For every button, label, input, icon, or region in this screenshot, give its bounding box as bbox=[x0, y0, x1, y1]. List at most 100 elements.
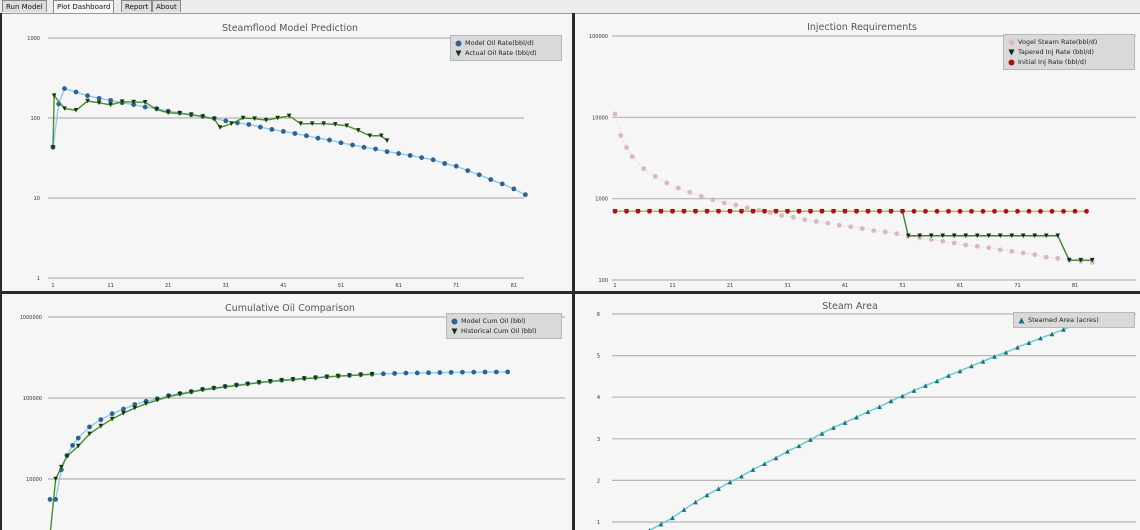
data-point bbox=[166, 394, 171, 399]
legend-entry: Initial Inj Rate (bbl/d) bbox=[1008, 57, 1130, 67]
legend-marker bbox=[451, 328, 458, 334]
data-point bbox=[946, 373, 951, 378]
y-tick-label: 1000 bbox=[595, 197, 608, 203]
series-line bbox=[649, 317, 1087, 530]
data-point bbox=[211, 386, 217, 391]
legend-marker bbox=[455, 50, 462, 56]
data-point bbox=[658, 521, 664, 527]
data-point bbox=[1026, 208, 1032, 214]
data-point bbox=[1015, 208, 1020, 214]
data-point bbox=[779, 213, 785, 218]
data-point bbox=[304, 133, 309, 139]
tab-about[interactable]: About bbox=[152, 0, 181, 12]
data-point bbox=[888, 208, 894, 214]
data-point bbox=[53, 476, 58, 482]
data-point bbox=[900, 393, 905, 399]
data-point bbox=[471, 369, 477, 375]
x-tick-label: 51 bbox=[899, 283, 905, 289]
legend-marker bbox=[1008, 39, 1015, 45]
data-point bbox=[1061, 208, 1066, 214]
data-point bbox=[928, 233, 934, 239]
data-point bbox=[488, 177, 494, 182]
data-point bbox=[53, 496, 59, 502]
data-point bbox=[974, 243, 980, 249]
data-point bbox=[675, 185, 681, 191]
data-point bbox=[1009, 248, 1015, 254]
data-point bbox=[73, 89, 79, 95]
data-point bbox=[1020, 233, 1026, 239]
data-point bbox=[344, 123, 350, 129]
data-point bbox=[407, 153, 413, 158]
data-point bbox=[704, 208, 710, 214]
data-point bbox=[739, 208, 744, 214]
legend-marker bbox=[1008, 49, 1015, 55]
data-point bbox=[257, 124, 263, 130]
data-point bbox=[396, 151, 401, 156]
data-point bbox=[1038, 208, 1043, 214]
data-point bbox=[234, 383, 239, 388]
data-point bbox=[681, 507, 687, 512]
data-point bbox=[848, 224, 854, 230]
x-tick-label: 71 bbox=[453, 283, 459, 289]
data-point bbox=[750, 467, 756, 472]
data-point bbox=[618, 132, 624, 138]
data-point bbox=[905, 233, 911, 239]
data-point bbox=[865, 409, 871, 415]
data-point bbox=[1043, 254, 1049, 260]
data-point bbox=[1055, 233, 1061, 239]
data-point bbox=[332, 122, 338, 127]
data-point bbox=[292, 131, 298, 136]
data-point bbox=[911, 388, 917, 393]
data-point bbox=[324, 374, 330, 380]
legend-entry: Model Oil Rate(bbl/d) bbox=[455, 38, 557, 48]
data-point bbox=[836, 222, 842, 228]
data-point bbox=[727, 479, 733, 485]
data-point bbox=[246, 122, 252, 127]
data-point bbox=[154, 107, 159, 112]
y-tick-label: 1000000 bbox=[20, 315, 42, 321]
data-point bbox=[268, 379, 273, 384]
data-point bbox=[716, 486, 721, 492]
tab-report[interactable]: Report bbox=[121, 0, 153, 12]
x-tick-label: 81 bbox=[1072, 283, 1078, 289]
tab-run-model[interactable]: Run Model bbox=[2, 0, 47, 12]
data-point bbox=[132, 402, 138, 407]
series-0 bbox=[612, 111, 1095, 265]
x-tick-label: 41 bbox=[842, 283, 848, 289]
data-point bbox=[51, 93, 57, 98]
data-point bbox=[109, 411, 115, 417]
legend-entry: Model Cum Oil (bbl) bbox=[451, 316, 557, 326]
x-tick-label: 41 bbox=[280, 283, 286, 289]
legend-label: Model Cum Oil (bbl) bbox=[461, 317, 526, 325]
data-point bbox=[448, 370, 454, 375]
data-point bbox=[338, 140, 344, 146]
data-point bbox=[155, 397, 160, 403]
x-tick-label: 81 bbox=[511, 283, 517, 289]
data-point bbox=[997, 247, 1003, 253]
data-point bbox=[131, 99, 136, 105]
data-point bbox=[347, 373, 352, 378]
data-point bbox=[802, 217, 808, 223]
data-point bbox=[384, 149, 390, 155]
y-tick-label: 1 bbox=[37, 276, 40, 282]
data-point bbox=[1032, 233, 1038, 239]
data-point bbox=[327, 137, 332, 143]
data-point bbox=[85, 98, 90, 104]
data-point bbox=[894, 231, 900, 237]
y-tick-label: 4 bbox=[597, 395, 600, 401]
data-point bbox=[298, 121, 303, 126]
data-point bbox=[453, 163, 459, 169]
data-point bbox=[819, 208, 825, 214]
y-tick-label: 100000 bbox=[23, 396, 42, 402]
tab-plot-dashboard[interactable]: Plot Dashboard bbox=[53, 0, 115, 13]
legend-label: Vogel Steam Rate(bbl/d) bbox=[1018, 38, 1098, 46]
data-point bbox=[108, 102, 113, 108]
data-point bbox=[785, 448, 790, 454]
data-point bbox=[482, 369, 488, 375]
data-point bbox=[522, 192, 528, 198]
data-point bbox=[98, 417, 104, 423]
data-point bbox=[664, 180, 670, 186]
data-point bbox=[315, 135, 321, 141]
data-point bbox=[430, 157, 436, 163]
